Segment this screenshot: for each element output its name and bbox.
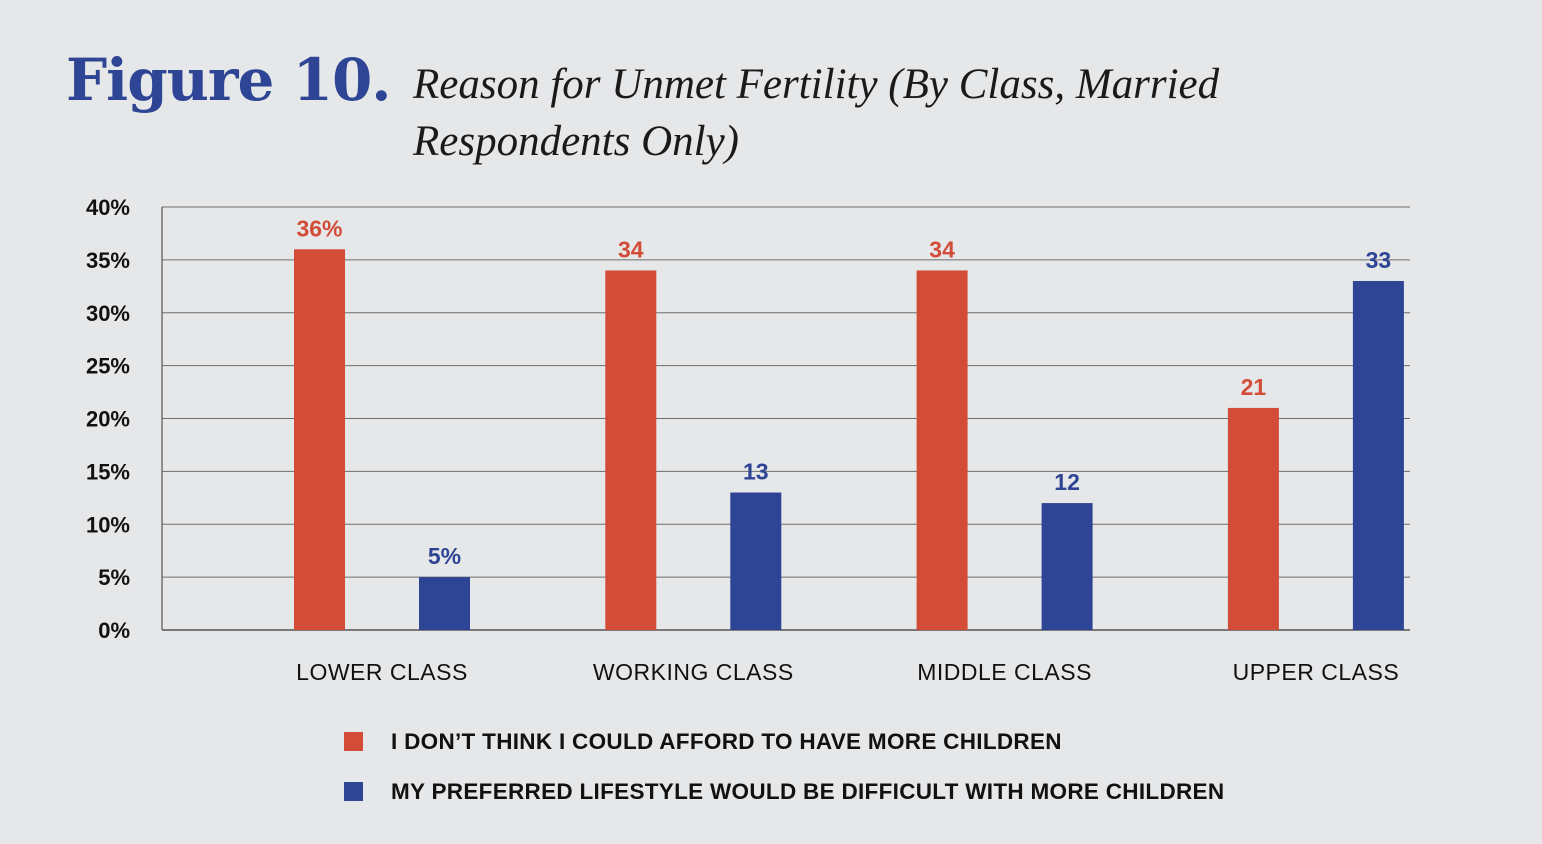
data-label: 33: [1366, 247, 1392, 273]
data-labels: 36% 5% 34 13 34 12 21 33: [296, 215, 1391, 569]
figure-label: Figure 10.: [66, 46, 391, 114]
legend-label: MY PREFERRED LIFESTYLE WOULD BE DIFFICUL…: [391, 779, 1224, 804]
chart-title: Reason for Unmet Fertility (By Class, Ma…: [413, 61, 1220, 165]
data-label: 21: [1241, 374, 1267, 400]
bar: [1352, 281, 1404, 630]
bars: [294, 249, 1404, 631]
y-tick-label: 20%: [86, 407, 130, 432]
bar: [916, 270, 968, 630]
data-label: 13: [743, 459, 769, 485]
x-tick-label: UPPER CLASS: [1233, 659, 1400, 685]
x-axis-ticks: LOWER CLASS WORKING CLASS MIDDLE CLASS UPPE…: [296, 659, 1399, 685]
y-tick-label: 10%: [86, 512, 130, 537]
x-tick-label: WORKING CLASS: [593, 659, 794, 685]
x-tick-label: LOWER CLASS: [296, 659, 468, 685]
data-label: 34: [618, 236, 644, 262]
data-label: 12: [1054, 469, 1080, 495]
y-tick-label: 0%: [98, 618, 130, 643]
grid-lines: [161, 206, 1410, 631]
x-tick-label: MIDDLE CLASS: [917, 659, 1092, 685]
y-tick-label: 5%: [98, 565, 130, 590]
bar: [1041, 503, 1093, 630]
data-label: 5%: [428, 543, 461, 569]
y-tick-label: 15%: [86, 459, 130, 484]
y-tick-label: 40%: [86, 195, 130, 220]
y-axis-ticks: 0% 5% 10% 15% 20% 25% 30% 35% 40%: [86, 195, 130, 643]
legend-label: I DON’T THINK I COULD AFFORD TO HAVE MOR…: [391, 729, 1062, 754]
legend-swatch: [344, 782, 363, 801]
data-label: 34: [929, 236, 955, 262]
bar: [419, 577, 470, 630]
legend: I DON’T THINK I COULD AFFORD TO HAVE MOR…: [344, 729, 1224, 804]
legend-swatch: [344, 732, 363, 751]
bar: [605, 270, 657, 630]
bar: [730, 492, 782, 630]
bar: [1227, 407, 1279, 630]
data-label: 36%: [296, 215, 342, 241]
y-tick-label: 35%: [86, 248, 130, 273]
y-tick-label: 25%: [86, 354, 130, 379]
bar: [294, 249, 345, 631]
y-tick-label: 30%: [86, 301, 130, 326]
